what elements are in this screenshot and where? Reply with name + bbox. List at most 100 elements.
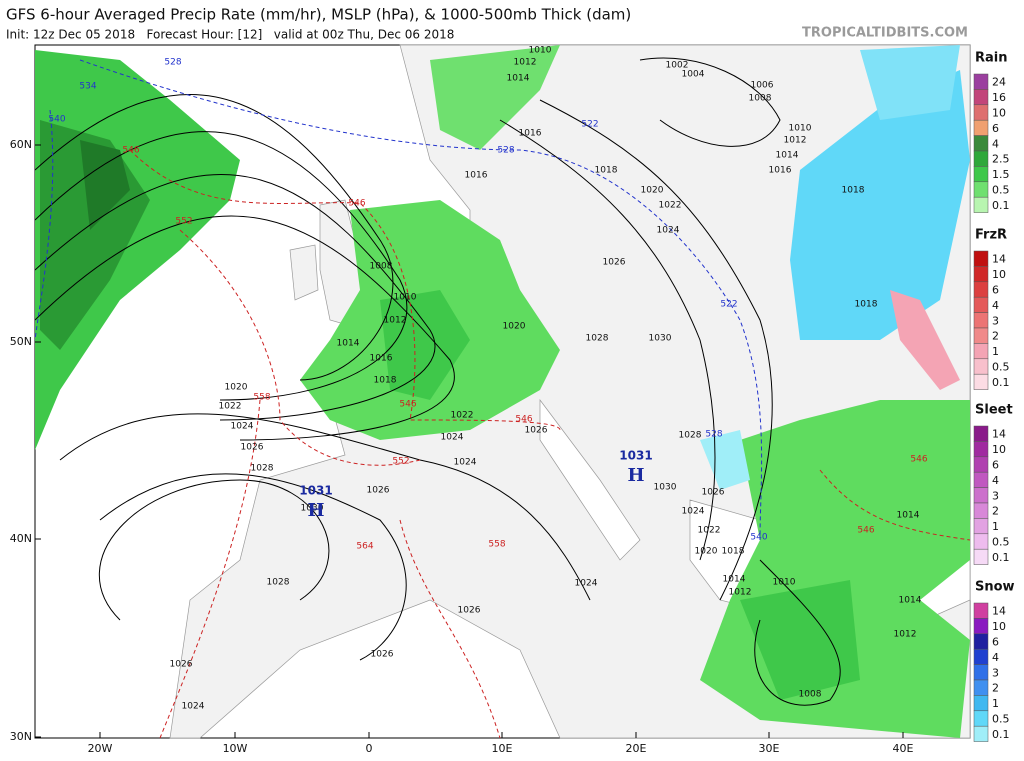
isobar-label: 1018 <box>374 376 397 386</box>
legend-title: Rain <box>975 51 1008 66</box>
legend-level: 2 <box>992 682 999 695</box>
legend-level: 2 <box>992 330 999 343</box>
isobar-label: 1024 <box>657 226 680 236</box>
lat-label: 40N <box>10 532 32 545</box>
legend-swatch <box>973 648 989 665</box>
legend-swatch <box>973 602 989 619</box>
isobar-label: 1006 <box>751 81 774 91</box>
site-name: TROPICALTIDBITS.COM <box>802 26 968 41</box>
legend-level: 4 <box>992 651 999 664</box>
legend-level: 4 <box>992 137 999 150</box>
isobar-label: 1028 <box>251 464 274 474</box>
legend-level: 0.1 <box>992 199 1010 212</box>
isobar-label: 1008 <box>749 94 772 104</box>
legend-swatch <box>973 196 989 213</box>
precip <box>35 45 970 738</box>
isobar-label: 1022 <box>219 402 242 412</box>
isobar-label: 1008 <box>370 262 393 272</box>
high-value: 1031 <box>619 449 652 463</box>
thickness-label: 540 <box>48 115 65 125</box>
legend-level: 6 <box>992 636 999 649</box>
thickness-lines <box>34 59 971 739</box>
isobar-label: 1028 <box>679 431 702 441</box>
legend-level: 3 <box>992 666 999 679</box>
legend-swatch <box>973 633 989 650</box>
isobar-label: 1016 <box>519 129 542 139</box>
isobar-label: 1020 <box>503 322 526 332</box>
title: GFS 6-hour Averaged Precip Rate (mm/hr),… <box>6 6 631 24</box>
isobar-label: 1018 <box>842 186 865 196</box>
legend-level: 1 <box>992 520 999 533</box>
isobar-label: 1026 <box>367 486 390 496</box>
thickness-label: 528 <box>497 146 514 156</box>
lon-label: 20W <box>88 742 113 755</box>
isobar-label: 1028 <box>267 578 290 588</box>
thickness-label: 528 <box>164 58 181 68</box>
lon-label: 10E <box>492 742 513 755</box>
legend-swatch <box>973 266 989 283</box>
isobar-label: 1014 <box>723 575 746 585</box>
isobar-label: 1012 <box>894 630 917 640</box>
legend-title: FrzR <box>975 228 1007 243</box>
isobar-label: 1024 <box>575 579 598 589</box>
legend-level: 0.1 <box>992 551 1010 564</box>
legend-swatch <box>973 425 989 442</box>
thickness-label: 546 <box>857 526 874 536</box>
legend-swatch <box>973 618 989 635</box>
isobar-label: 1030 <box>301 504 324 514</box>
legend-level: 6 <box>992 459 999 472</box>
thickness-label: 546 <box>348 199 365 209</box>
legend-swatch <box>973 502 989 519</box>
legend-swatch <box>973 166 989 183</box>
isobar-label: 1016 <box>370 354 393 364</box>
isobar-label: 1022 <box>451 411 474 421</box>
isobar-label: 1028 <box>586 334 609 344</box>
legend-swatch <box>973 358 989 375</box>
lon-label: 10W <box>223 742 248 755</box>
lon-label: 30E <box>759 742 780 755</box>
thickness-label: 564 <box>356 542 373 552</box>
isobar-label: 1016 <box>769 166 792 176</box>
legend-level: 0.5 <box>992 361 1010 374</box>
isobar-label: 1022 <box>659 201 682 211</box>
legend-swatch <box>973 695 989 712</box>
legend-swatch <box>973 89 989 106</box>
legend-level: 2.5 <box>992 153 1010 166</box>
isobar-label: 1008 <box>799 690 822 700</box>
lon-label: 20E <box>626 742 647 755</box>
isobar-label: 1016 <box>465 171 488 181</box>
legend-level: 6 <box>992 284 999 297</box>
legend-level: 10 <box>992 443 1006 456</box>
lat-label: 60N <box>10 138 32 151</box>
legend-swatch <box>973 664 989 681</box>
legend-swatch <box>973 725 989 742</box>
isobar-label: 1020 <box>641 186 664 196</box>
isobar-label: 1012 <box>384 316 407 326</box>
legend-level: 14 <box>992 605 1006 618</box>
isobar-label: 1024 <box>682 507 705 517</box>
legend-level: 0.5 <box>992 536 1010 549</box>
legend-swatch <box>973 104 989 121</box>
thickness-label: 534 <box>79 82 96 92</box>
isobar-label: 1010 <box>394 293 417 303</box>
isobar-label: 1020 <box>695 547 718 557</box>
isobar-label: 1026 <box>525 426 548 436</box>
legend-swatch <box>973 150 989 167</box>
isobar-label: 1014 <box>897 511 920 521</box>
isobar-label: 1020 <box>225 383 248 393</box>
legend-level: 2 <box>992 505 999 518</box>
high-letter: H <box>307 500 324 521</box>
thickness-label: 558 <box>488 540 505 550</box>
isobar-label: 1024 <box>182 702 205 712</box>
isobar-label: 1010 <box>789 124 812 134</box>
isobar-label: 1030 <box>649 334 672 344</box>
isobar-label: 1026 <box>702 488 725 498</box>
legend-swatch <box>973 679 989 696</box>
thickness-label: 522 <box>581 120 598 130</box>
legend-title: Sleet <box>975 403 1013 418</box>
isobar-label: 1012 <box>514 58 537 68</box>
legend-level: 6 <box>992 122 999 135</box>
legend-title: Snow <box>975 580 1015 595</box>
legend-swatch <box>973 327 989 344</box>
